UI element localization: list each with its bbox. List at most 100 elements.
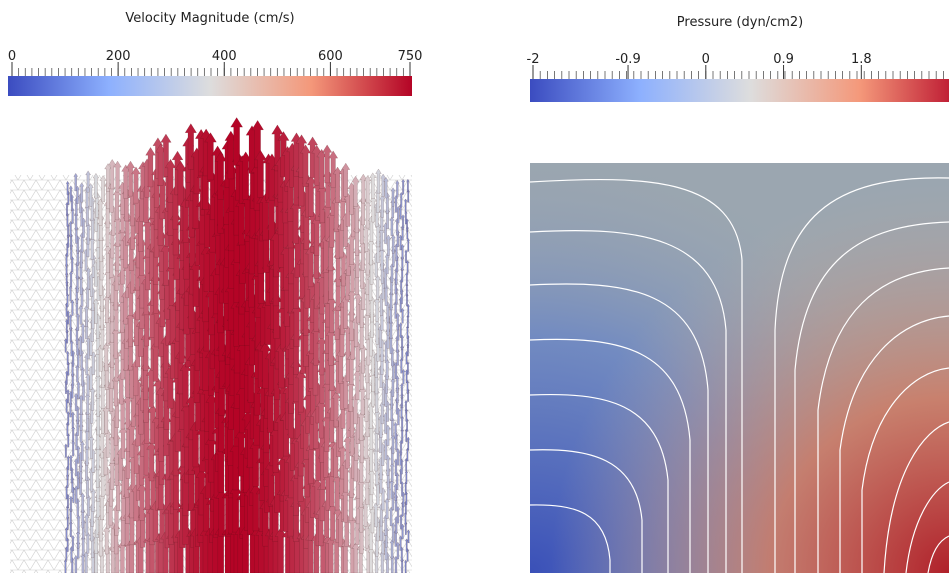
velocity-arrow: [88, 435, 95, 459]
velocity-arrow: [64, 271, 69, 287]
velocity-arrow: [389, 462, 395, 482]
velocity-arrow: [68, 495, 74, 512]
pressure-field: [529, 163, 949, 573]
velocity-arrow: [354, 292, 363, 324]
velocity-arrow: [230, 117, 244, 166]
velocity-arrow: [180, 233, 193, 280]
velocity-arrow: [90, 488, 97, 512]
velocity-arrow: [326, 295, 337, 334]
velocity-arrow: [385, 234, 392, 256]
velocity-arrow: [388, 319, 394, 339]
velocity-arrow: [378, 351, 385, 375]
velocity-arrow: [79, 366, 86, 387]
velocity-arrow: [85, 337, 92, 360]
velocity-arrow: [374, 409, 381, 434]
velocity-arrow: [66, 410, 71, 426]
velocity-arrow: [338, 251, 349, 287]
velocity-arrow: [372, 502, 380, 528]
velocity-arrow: [68, 454, 74, 471]
velocity-arrow: [160, 242, 172, 286]
velocity-arrow: [80, 508, 86, 529]
velocity-arrow: [78, 274, 84, 295]
velocity-arrow: [136, 482, 147, 521]
velocity-arrow: [94, 373, 102, 399]
velocity-arrow: [73, 554, 79, 573]
velocity-arrow: [404, 249, 408, 264]
velocity-arrow: [64, 443, 68, 458]
velocity-arrow: [368, 295, 376, 323]
velocity-arrow: [65, 292, 70, 308]
velocity-arrow: [348, 259, 357, 293]
velocity-arrow: [399, 382, 404, 399]
velocity-arrow: [353, 340, 362, 372]
velocity-arrow: [85, 267, 92, 290]
velocity-arrow: [75, 312, 81, 331]
velocity-arrow: [89, 216, 96, 240]
velocity-arrow: [69, 339, 74, 357]
velocity-arrow: [393, 555, 399, 573]
velocity-arrow: [384, 207, 391, 230]
velocity-arrow: [121, 164, 131, 199]
velocity-arrow: [352, 202, 361, 234]
velocity-arrow: [374, 480, 382, 506]
velocity-arrow: [68, 270, 74, 288]
velocity-arrow: [405, 282, 409, 297]
velocity-arrow: [73, 392, 79, 412]
velocity-arrow: [64, 262, 69, 277]
velocity-arrow: [390, 234, 396, 254]
velocity-arrow: [113, 215, 122, 247]
velocity-arrow: [239, 151, 253, 200]
velocity-arrow: [311, 144, 322, 186]
velocity-arrow: [66, 455, 71, 470]
velocity-arrow: [400, 214, 406, 230]
velocity-arrow: [404, 538, 409, 552]
velocity-arrow: [70, 207, 75, 224]
velocity-arrow: [169, 210, 182, 256]
velocity-arrow: [400, 481, 405, 497]
velocity-arrow: [104, 317, 112, 346]
velocity-arrow: [65, 350, 70, 365]
velocity-arrow: [383, 177, 389, 199]
velocity-arrow: [351, 542, 360, 573]
velocity-arrow: [390, 187, 396, 207]
velocity-arrow: [390, 522, 396, 542]
velocity-arrow: [65, 180, 70, 196]
velocity-glyphs: [63, 117, 411, 573]
velocity-arrow: [403, 198, 408, 213]
velocity-arrow: [385, 327, 391, 349]
velocity-arrow: [205, 392, 219, 441]
velocity-arrow: [373, 297, 381, 322]
velocity-arrow: [378, 247, 385, 271]
velocity-arrow: [389, 216, 395, 236]
velocity-arrow: [395, 448, 401, 466]
velocity-arrow: [204, 132, 217, 181]
velocity-arrow: [71, 425, 76, 443]
colorbar: [8, 76, 412, 96]
velocity-arrow: [125, 160, 136, 197]
velocity-arrow: [405, 380, 410, 394]
velocity-arrow: [404, 210, 408, 225]
velocity-arrow: [83, 317, 90, 340]
tick-label: -0.9: [615, 52, 640, 67]
velocity-arrow: [68, 220, 73, 238]
velocity-arrow: [68, 185, 73, 202]
velocity-arrow: [155, 143, 167, 186]
velocity-arrow: [363, 247, 372, 276]
velocity-arrow: [85, 222, 92, 245]
velocity-arrow: [341, 488, 350, 523]
velocity-arrow: [104, 429, 112, 458]
velocity-arrow: [73, 172, 79, 192]
velocity-arrow: [108, 337, 117, 369]
velocity-arrow: [380, 173, 387, 197]
velocity-arrow: [75, 417, 81, 436]
velocity-arrow: [368, 468, 376, 496]
velocity-arrow: [70, 534, 76, 552]
velocity-arrow: [68, 520, 73, 538]
velocity-arrow: [398, 535, 403, 551]
velocity-arrow: [406, 303, 411, 318]
velocity-arrow: [316, 335, 327, 376]
velocity-arrow: [404, 470, 409, 484]
velocity-arrow: [89, 386, 96, 411]
